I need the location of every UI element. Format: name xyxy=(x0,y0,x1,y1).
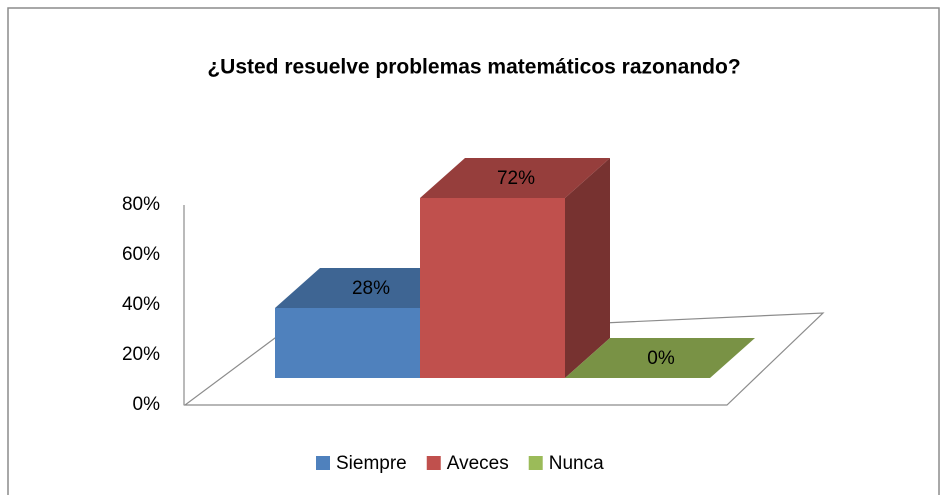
data-label: 28% xyxy=(352,278,390,299)
data-label: 0% xyxy=(647,348,675,369)
bar-top xyxy=(565,338,755,378)
y-tick-label: 60% xyxy=(122,244,160,265)
y-tick-label: 40% xyxy=(122,294,160,315)
bar-side xyxy=(565,158,610,378)
bar-top xyxy=(420,158,610,198)
bar-top xyxy=(275,268,465,308)
legend-swatch xyxy=(426,456,441,470)
chart-title: ¿Usted resuelve problemas matemáticos ra… xyxy=(207,56,740,79)
legend-label: Aveces xyxy=(447,453,509,474)
floor xyxy=(183,312,825,406)
bar xyxy=(420,198,565,378)
y-tick-label: 0% xyxy=(133,394,161,415)
y-tick-label: 20% xyxy=(122,344,160,365)
data-label: 72% xyxy=(497,168,535,189)
bar xyxy=(275,308,420,378)
legend-label: Nunca xyxy=(549,453,604,474)
legend-label: Siempre xyxy=(336,453,407,474)
legend-swatch xyxy=(316,456,330,470)
legend-swatch xyxy=(528,456,543,470)
y-tick-label: 80% xyxy=(122,194,160,215)
